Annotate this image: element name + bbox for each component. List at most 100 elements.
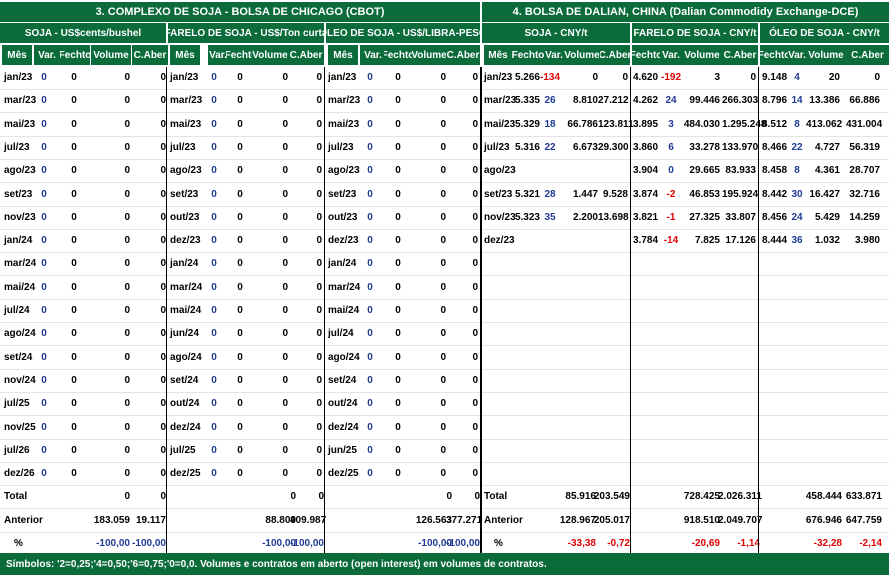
dce-cell: 1.295.248 <box>722 118 767 130</box>
cbot-cell: 0 <box>472 281 478 293</box>
dce-cell: 0 <box>622 72 628 83</box>
cbot-cell: 0 <box>472 374 478 386</box>
dce-cell: 30 <box>791 188 803 200</box>
cbot-cell: mar/23 <box>4 95 37 107</box>
dce-cell: 56.319 <box>849 141 880 153</box>
cbot-cell: 0 <box>367 421 373 433</box>
cbot-cell: 0 <box>41 421 47 433</box>
dce-title: 4. BOLSA DE DALIAN, CHINA (Dalian Commod… <box>482 2 889 22</box>
dce-cell: 1.032 <box>814 235 840 247</box>
cbot-cell: 0 <box>124 72 130 83</box>
cbot-cell: 0 <box>395 258 401 270</box>
cbot-cell: 0 <box>211 165 217 177</box>
cbot-cell: 0 <box>160 351 166 363</box>
cbot-cell: 0 <box>41 468 47 480</box>
cbot-cell: jul/23 <box>170 141 196 153</box>
cbot-cell: 0 <box>71 281 77 293</box>
cbot-cell: 0 <box>160 188 166 200</box>
cbot-cell: out/24 <box>328 398 358 410</box>
dce-cell: 6 <box>668 141 674 153</box>
cbot-cell: 0 <box>395 398 401 410</box>
dce-cell: 66.786 <box>567 118 598 130</box>
row-separator <box>0 158 889 160</box>
cbot-cell: 0 <box>395 165 401 177</box>
cbot-cell: nov/24 <box>4 374 36 386</box>
dce-cell: 24 <box>665 95 677 107</box>
cbot-cell: 0 <box>282 72 288 83</box>
pct-caber: -1,14 <box>737 538 760 549</box>
cbot-cell: 0 <box>41 374 47 386</box>
total-caber: 633.871 <box>845 491 882 503</box>
dce-cell: 28 <box>544 188 556 200</box>
cbot-cell: 0 <box>160 141 166 153</box>
cbot-cell: 0 <box>282 258 288 270</box>
pct-volume: -100,00 <box>96 538 130 549</box>
cbot-cell: jan/24 <box>328 258 357 270</box>
dce-cell: 33.278 <box>689 141 720 153</box>
dce-cell: 17.126 <box>725 235 756 247</box>
total-caber: 0 <box>318 491 324 503</box>
cbot-cell: 0 <box>160 374 166 386</box>
cbot-cell: 0 <box>71 141 77 153</box>
dce-cell: -134 <box>540 72 561 83</box>
cbot-cell: jul/23 <box>328 141 354 153</box>
cbot-cell: 0 <box>124 468 130 480</box>
dce-soja-col-header: Volume <box>564 45 600 65</box>
dce-oleo-col-header: Volume <box>806 45 846 65</box>
dce-month: jul/23 <box>484 141 510 153</box>
dce-cell: 0 <box>750 72 756 83</box>
dce-cell: 7.825 <box>694 235 720 247</box>
cbot-cell: 0 <box>124 444 130 456</box>
cbot-cell: 0 <box>211 188 217 200</box>
dce-cell: -2 <box>666 188 676 200</box>
pct-volume: -33,38 <box>567 538 596 549</box>
anterior-caber: 19.117 <box>135 514 166 526</box>
dce-cell: 8 <box>794 118 800 130</box>
cbot-col-header: Volume <box>91 45 131 65</box>
dce-cell: 66.886 <box>849 95 880 107</box>
cbot-cell: 0 <box>41 72 47 83</box>
cbot-col-header: Var. <box>208 45 228 65</box>
cbot-cell: 0 <box>367 305 373 316</box>
dce-month: nov/23 <box>484 211 516 223</box>
dce-cell: 8.442 <box>762 188 788 200</box>
row-separator <box>0 485 889 487</box>
dce-cell: 413.062 <box>806 118 843 130</box>
cbot-cell: 0 <box>211 235 217 247</box>
row-separator <box>0 368 889 370</box>
cbot-cell: 0 <box>160 281 166 293</box>
dce-cell: -192 <box>660 72 681 83</box>
cbot-cell: 0 <box>440 118 446 130</box>
cbot-cell: 0 <box>211 211 217 223</box>
total-caber: 203.549 <box>593 491 630 503</box>
cbot-cell: 0 <box>395 374 401 386</box>
cbot-cell: 0 <box>211 258 217 270</box>
dce-cell: 14 <box>791 95 803 107</box>
row-separator <box>0 182 889 184</box>
row-separator <box>0 252 889 254</box>
cbot-cell: 0 <box>41 188 47 200</box>
cbot-cell: 0 <box>160 421 166 433</box>
pct-caber: -100,00 <box>446 538 480 549</box>
cbot-cell: 0 <box>41 211 47 223</box>
dce-cell: 5.335 <box>514 95 540 107</box>
cbot-cell: 0 <box>41 328 47 340</box>
dce-cell: 18 <box>544 118 556 130</box>
cbot-cell: 0 <box>472 305 478 316</box>
cbot-cell: 0 <box>71 235 77 247</box>
dce-cell: 0 <box>874 72 880 83</box>
cbot-cell: jan/24 <box>4 235 33 247</box>
dce-cell: 0 <box>592 72 598 83</box>
cbot-cell: 0 <box>211 305 217 316</box>
cbot-cell: 0 <box>440 374 446 386</box>
cbot-cell: 0 <box>124 374 130 386</box>
cbot-cell: 0 <box>160 165 166 177</box>
cbot-cell: 0 <box>472 421 478 433</box>
cbot-cell: 0 <box>41 351 47 363</box>
cbot-cell: 0 <box>124 188 130 200</box>
dce-oleo-col-header: C.Aber <box>846 45 889 65</box>
cbot-cell: 0 <box>367 188 373 200</box>
cbot-cell: 0 <box>472 398 478 410</box>
dce-cell: -14 <box>663 235 679 247</box>
dce-soja-title: SOJA - CNY/t <box>482 23 630 43</box>
